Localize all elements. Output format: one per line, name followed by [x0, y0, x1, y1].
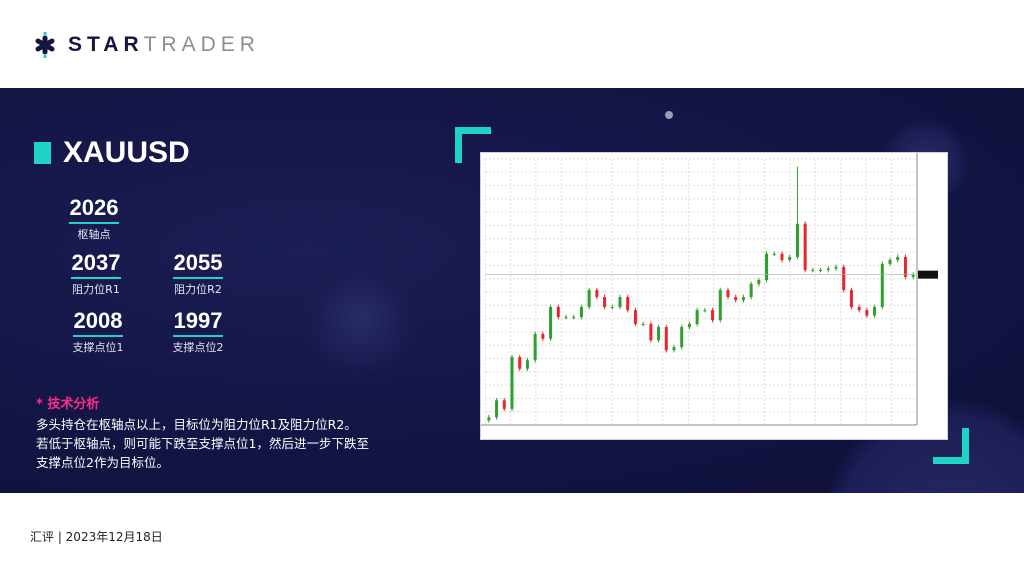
candle-body	[903, 256, 907, 277]
candle-body	[772, 253, 776, 255]
level-value: 2055	[173, 250, 223, 275]
candle-body	[849, 290, 853, 308]
candle-body	[579, 307, 583, 318]
candle-body	[741, 297, 745, 301]
level-label: 枢轴点	[77, 228, 111, 241]
candle-body	[880, 263, 884, 308]
candle-body	[487, 417, 491, 421]
decorative-dot	[665, 111, 673, 119]
candle-body	[826, 268, 830, 271]
s1-level: 2008 支撑点位1	[63, 309, 133, 355]
technical-analysis: * 技术分析 多头持仓在枢轴点以上，目标位为阻力位R1及阻力位R2。 若低于枢轴…	[36, 393, 369, 472]
candle-body	[657, 327, 661, 341]
level-label: 支撑点位2	[172, 341, 224, 354]
candle-body	[626, 297, 630, 311]
candle-body	[842, 266, 846, 291]
candle-body	[695, 310, 699, 324]
candle-body	[873, 307, 877, 316]
candle-body	[549, 307, 553, 339]
brand-bold: STAR	[68, 33, 144, 56]
candle-body	[834, 266, 838, 269]
symbol-title: XAUUSD	[34, 136, 190, 170]
candle-body	[556, 307, 560, 318]
candle-body	[680, 327, 684, 348]
candle-body	[649, 323, 653, 341]
candle-body	[896, 256, 900, 261]
candle-body	[672, 347, 676, 351]
candle-body	[780, 253, 784, 261]
symbol-text: XAUUSD	[63, 136, 190, 169]
header: STARTRADER	[0, 0, 1024, 88]
candle-body	[641, 323, 645, 325]
candle-body	[564, 317, 568, 319]
candle-body	[757, 280, 761, 284]
candle-body	[749, 283, 753, 298]
candle-body	[726, 290, 730, 298]
corner-bracket	[455, 127, 491, 163]
candle-body	[541, 334, 545, 339]
r1-level: 2037 阻力位R1	[61, 251, 131, 297]
star-logo-icon	[35, 32, 55, 58]
footer-date: 汇评 | 2023年12月18日	[30, 530, 163, 544]
candle-body	[711, 310, 715, 321]
candle-body	[795, 223, 799, 257]
candle-body	[495, 400, 499, 418]
level-value: 1997	[173, 308, 223, 333]
candle-body	[525, 360, 529, 369]
candle-body	[703, 310, 707, 312]
candle-body	[811, 270, 815, 272]
s2-level: 1997 支撑点位2	[163, 309, 233, 355]
candle-body	[857, 307, 861, 311]
chart-svg	[481, 153, 938, 426]
current-price-tag	[918, 270, 938, 279]
candle-body	[633, 310, 637, 324]
candle-body	[610, 307, 614, 309]
brand-light: TRADER	[143, 33, 260, 56]
candle-body	[788, 256, 792, 261]
corner-bracket	[933, 428, 969, 464]
candle-body	[618, 297, 622, 308]
candle-body	[595, 290, 599, 298]
candle-body	[518, 357, 522, 369]
logo: STARTRADER	[32, 32, 260, 58]
candle-body	[510, 357, 514, 409]
analysis-line: 若低于枢轴点，则可能下跌至支撑点位1，然后进一步下跌至	[36, 436, 369, 451]
candle-body	[664, 327, 668, 351]
candle-body	[687, 323, 691, 328]
candle-body	[865, 310, 869, 316]
candle-body	[533, 334, 537, 361]
candle-body	[502, 400, 506, 409]
level-value: 2037	[71, 250, 121, 275]
pivot-level: 2026 枢轴点	[59, 196, 129, 242]
candle-body	[911, 274, 915, 277]
level-value: 2026	[69, 195, 119, 220]
candle-body	[587, 290, 591, 308]
level-label: 阻力位R1	[72, 283, 120, 296]
candle-body	[734, 297, 738, 301]
candle-body	[572, 317, 576, 319]
candle-body	[603, 297, 607, 308]
candle-body	[803, 223, 807, 271]
analysis-line: 支撑点位2作为目标位。	[36, 455, 169, 470]
price-chart	[480, 152, 948, 440]
candle-body	[888, 260, 892, 264]
analysis-line: 多头持仓在枢轴点以上，目标位为阻力位R1及阻力位R2。	[36, 417, 357, 432]
level-label: 支撑点位1	[72, 341, 124, 354]
candle-body	[765, 253, 769, 281]
candle-body	[819, 270, 823, 272]
analysis-heading: * 技术分析	[36, 397, 100, 412]
r2-level: 2055 阻力位R2	[163, 251, 233, 297]
candle-body	[718, 290, 722, 321]
level-value: 2008	[73, 308, 123, 333]
level-label: 阻力位R2	[174, 283, 222, 296]
